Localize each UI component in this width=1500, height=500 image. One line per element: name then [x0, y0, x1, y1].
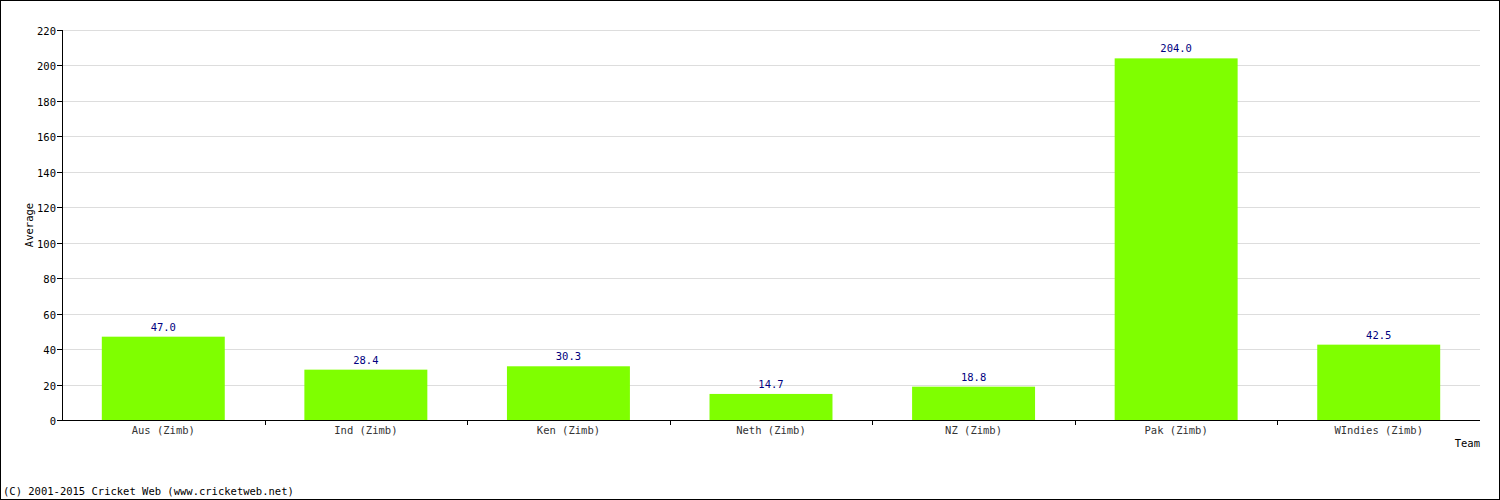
data-label: 30.3 — [556, 350, 581, 362]
annotation: (C) 2001-2015 Cricket Web (www.cricketwe… — [3, 485, 294, 497]
bar — [710, 394, 833, 420]
grid-line — [62, 30, 1480, 31]
y-tick — [57, 172, 62, 173]
y-tick-label: 120 — [37, 202, 56, 214]
y-tick — [57, 30, 62, 31]
y-tick-label: 60 — [43, 309, 56, 321]
x-tick-label: Pak (Zimb) — [1145, 424, 1208, 436]
grid-line — [62, 172, 1480, 173]
x-separator — [1277, 420, 1278, 425]
x-tick-label: Ken (Zimb) — [537, 424, 600, 436]
y-axis-label: Average — [23, 203, 35, 247]
grid-line — [62, 349, 1480, 350]
y-tick — [57, 385, 62, 386]
y-tick — [57, 243, 62, 244]
data-label: 42.5 — [1366, 329, 1391, 341]
bar — [1317, 345, 1440, 420]
grid-line — [62, 243, 1480, 244]
bar — [304, 370, 427, 420]
data-label: 14.7 — [758, 378, 783, 390]
x-separator — [872, 420, 873, 425]
x-tick-label: Aus (Zimb) — [132, 424, 195, 436]
y-tick-label: 100 — [37, 238, 56, 250]
x-tick-label: Ind (Zimb) — [334, 424, 397, 436]
y-axis — [62, 30, 63, 420]
y-tick-label: 200 — [37, 60, 56, 72]
y-tick-label: 40 — [43, 344, 56, 356]
bars — [102, 58, 1440, 420]
x-separator — [467, 420, 468, 425]
y-tick-label: 20 — [43, 380, 56, 392]
x-axis-label: Team — [1455, 437, 1480, 449]
data-label: 204.0 — [1160, 42, 1192, 54]
bar — [507, 366, 630, 420]
x-tick-label: NZ (Zimb) — [945, 424, 1002, 436]
grid-line — [62, 65, 1480, 66]
y-tick-label: 0 — [50, 415, 56, 427]
y-tick-label: 220 — [37, 25, 56, 37]
x-separator — [670, 420, 671, 425]
data-label: 28.4 — [353, 354, 378, 366]
y-tick — [57, 136, 62, 137]
bar — [102, 337, 225, 420]
frame — [1, 1, 1500, 500]
y-tick-label: 80 — [43, 273, 56, 285]
y-tick-label: 140 — [37, 167, 56, 179]
grid-line — [62, 420, 1480, 421]
x-tick-label: WIndies (Zimb) — [1334, 424, 1423, 436]
x-axis — [62, 420, 1480, 421]
grid-line — [62, 278, 1480, 279]
y-tick — [57, 207, 62, 208]
y-tick — [57, 65, 62, 66]
y-tick — [57, 314, 62, 315]
x-tick-label: Neth (Zimb) — [736, 424, 806, 436]
x-separator — [1075, 420, 1076, 425]
y-tick-label: 180 — [37, 96, 56, 108]
grid-line — [62, 314, 1480, 315]
bar — [1115, 58, 1238, 420]
y-tick — [57, 278, 62, 279]
y-tick — [57, 349, 62, 350]
grid-line — [62, 101, 1480, 102]
x-separator — [265, 420, 266, 425]
y-tick-label: 160 — [37, 131, 56, 143]
y-tick — [57, 101, 62, 102]
chart: 0 20 40 60 80 100 120 140 160 180 200 220 47.0 Aus (Z… — [0, 0, 1500, 500]
bar — [912, 387, 1035, 420]
data-label: 18.8 — [961, 371, 986, 383]
grid-line — [62, 136, 1480, 137]
grid-line — [62, 207, 1480, 208]
data-label: 47.0 — [151, 321, 176, 333]
y-tick — [57, 420, 62, 421]
